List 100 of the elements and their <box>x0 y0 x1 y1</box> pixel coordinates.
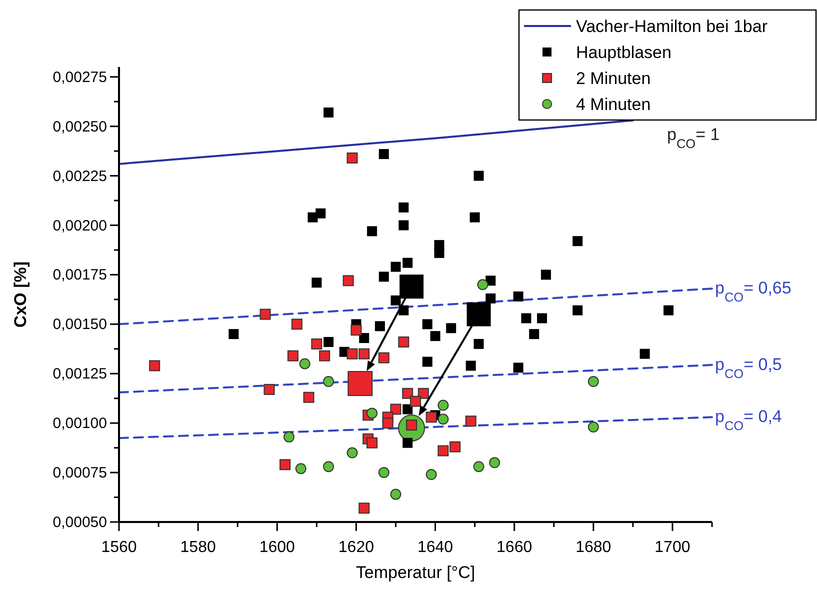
point <box>422 356 432 367</box>
point <box>438 445 449 456</box>
point <box>346 348 358 360</box>
point <box>366 408 378 419</box>
point <box>477 279 488 290</box>
point <box>348 371 373 396</box>
point <box>324 336 334 347</box>
point <box>402 404 413 414</box>
point <box>434 248 444 258</box>
point <box>390 404 402 415</box>
x-tick-label: 1620 <box>338 539 374 556</box>
point <box>358 502 370 514</box>
point <box>382 418 394 429</box>
point <box>398 220 409 230</box>
x-tick-label: 1660 <box>496 539 532 556</box>
point <box>291 318 302 330</box>
point <box>303 392 314 403</box>
point <box>465 416 476 427</box>
point <box>446 323 456 334</box>
point <box>426 469 437 480</box>
y-tick-label: 0,00250 <box>52 118 107 136</box>
point <box>280 459 291 470</box>
point <box>438 400 449 411</box>
point <box>513 291 524 302</box>
legend-label: Vacher-Hamilton bei 1bar <box>576 17 768 36</box>
point <box>367 226 378 236</box>
point <box>588 422 599 433</box>
point <box>513 362 524 373</box>
point <box>324 108 334 118</box>
point <box>378 467 390 478</box>
y-tick-label: 0,00150 <box>52 316 107 334</box>
point <box>346 152 358 164</box>
legend-label: 2 Minuten <box>576 69 651 88</box>
legend-label: 4 Minuten <box>576 95 651 114</box>
x-tick-label: 1640 <box>417 539 454 556</box>
point <box>342 275 354 286</box>
point <box>283 431 294 442</box>
point <box>264 384 275 395</box>
y-tick-label: 0,00100 <box>52 415 107 432</box>
point <box>572 236 583 246</box>
point <box>398 336 410 348</box>
y-axis-title: CxO [%] <box>11 261 30 328</box>
point <box>390 488 402 500</box>
x-tick-label: 1600 <box>259 539 296 556</box>
point <box>430 331 440 342</box>
point <box>466 302 491 326</box>
point <box>374 321 385 332</box>
point <box>398 202 409 212</box>
point <box>316 208 326 218</box>
series-label: p$_{CO}$= 0,5 <box>715 354 782 380</box>
point <box>378 272 389 282</box>
point <box>640 348 650 359</box>
point <box>366 437 378 448</box>
series-label: p$_{CO}$= 0,4 <box>715 407 782 433</box>
point <box>378 352 390 364</box>
x-tick-label: 1560 <box>101 539 137 556</box>
y-tick-label: 0,00175 <box>52 266 107 284</box>
point <box>474 170 484 181</box>
point <box>537 313 548 324</box>
point <box>588 376 599 388</box>
y-tick-label: 0,00075 <box>52 464 107 482</box>
point <box>572 305 583 316</box>
point <box>402 258 413 268</box>
y-tick-label: 0,00225 <box>52 168 107 185</box>
point <box>422 319 432 330</box>
point <box>474 338 484 349</box>
point <box>359 333 370 344</box>
legend-label: Hauptblasen <box>576 43 672 62</box>
x-axis-title: Temperatur [°C] <box>356 563 476 582</box>
point <box>299 358 310 370</box>
x-tick-label: 1680 <box>576 539 612 556</box>
point <box>390 295 401 306</box>
point <box>400 274 424 299</box>
point <box>521 313 532 324</box>
point <box>466 360 476 371</box>
point <box>358 348 370 360</box>
y-tick-label: 0,00275 <box>52 68 107 86</box>
point <box>470 212 480 222</box>
point <box>540 270 551 280</box>
point <box>346 447 358 458</box>
y-tick-label: 0,00050 <box>52 514 107 531</box>
point <box>295 463 306 474</box>
point <box>664 305 674 316</box>
point <box>489 457 500 468</box>
point <box>438 414 449 425</box>
point <box>402 438 413 448</box>
point <box>378 149 389 160</box>
point <box>410 396 421 407</box>
point <box>311 338 322 350</box>
point <box>323 376 334 388</box>
line-series <box>118 119 634 165</box>
series-label: p$_{CO}$= 0,65 <box>715 278 792 304</box>
point <box>529 329 540 340</box>
point <box>319 350 330 362</box>
point <box>450 441 461 452</box>
point <box>426 412 437 423</box>
y-tick-label: 0,00125 <box>52 366 107 383</box>
point <box>149 360 160 372</box>
point <box>323 461 334 472</box>
point <box>390 262 401 272</box>
